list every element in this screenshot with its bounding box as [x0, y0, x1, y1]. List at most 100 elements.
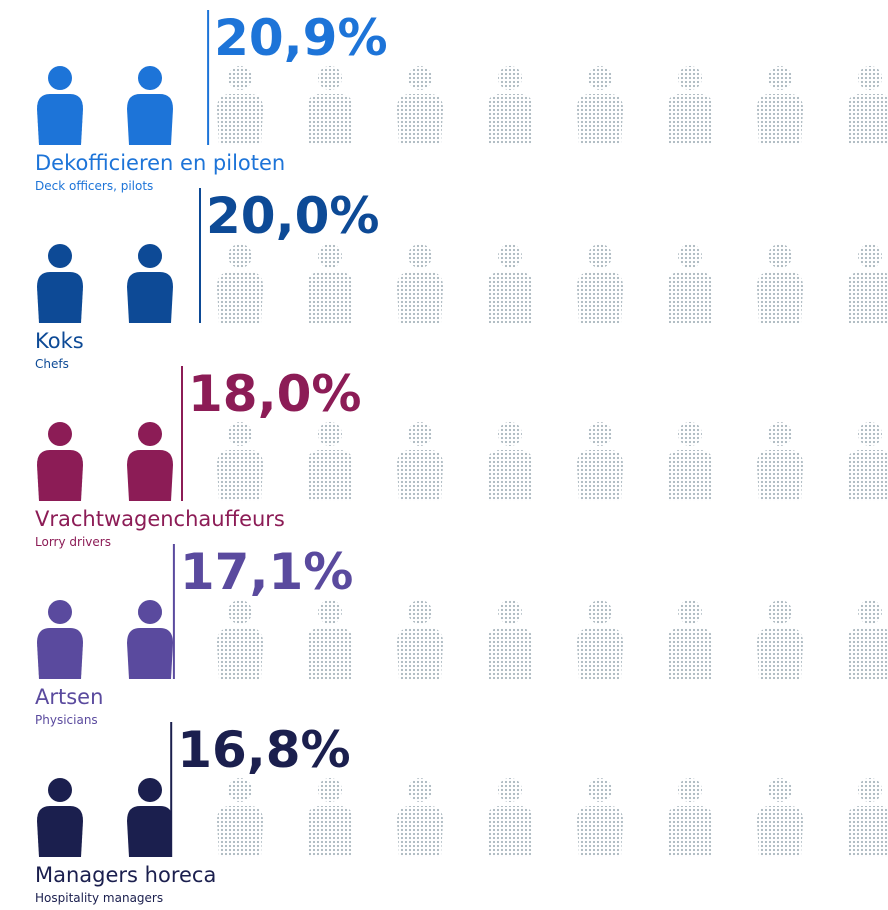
- icon-head: [228, 244, 252, 268]
- icon-body: [577, 272, 623, 323]
- icon-head: [48, 422, 72, 446]
- icon-head: [678, 600, 702, 624]
- icon-body: [127, 806, 172, 857]
- icon-head: [588, 778, 612, 802]
- icon-body: [37, 806, 83, 857]
- icon-head: [408, 422, 432, 446]
- icon-body: [37, 272, 83, 323]
- icon-row-filled: [37, 244, 173, 323]
- icon-body: [397, 94, 443, 145]
- icon-head: [498, 422, 522, 446]
- icon-body: [217, 628, 263, 679]
- icon-body: [847, 806, 888, 857]
- icon-body: [487, 94, 533, 145]
- icon-head: [228, 422, 252, 446]
- icon-head: [138, 422, 162, 446]
- icon-head: [48, 600, 72, 624]
- icon-head: [228, 66, 252, 90]
- icon-body: [757, 272, 803, 323]
- icon-body: [667, 628, 713, 679]
- value-label: 18,0%: [188, 365, 361, 423]
- icon-body: [577, 94, 623, 145]
- icon-body: [397, 806, 443, 857]
- category-label: Vrachtwagenchauffeurs: [35, 507, 285, 531]
- icon-body: [487, 628, 533, 679]
- icon-body: [757, 450, 803, 501]
- icon-body: [217, 272, 263, 323]
- icon-body: [487, 272, 533, 323]
- icon-head: [498, 244, 522, 268]
- icon-head: [138, 244, 162, 268]
- icon-body: [307, 628, 353, 679]
- icon-body: [577, 450, 623, 501]
- icon-head: [588, 66, 612, 90]
- icon-head: [588, 244, 612, 268]
- icon-body: [577, 628, 623, 679]
- icon-head: [408, 66, 432, 90]
- subcategory-label: Physicians: [35, 713, 98, 727]
- icon-head: [858, 422, 882, 446]
- icon-body: [127, 628, 173, 679]
- icon-head: [408, 600, 432, 624]
- icon-head: [318, 244, 342, 268]
- value-label: 20,9%: [214, 9, 387, 67]
- icon-body: [397, 272, 443, 323]
- icon-head: [768, 66, 792, 90]
- icon-head: [678, 778, 702, 802]
- icon-head: [318, 66, 342, 90]
- icon-body: [847, 94, 888, 145]
- category-label: Koks: [35, 329, 84, 353]
- icon-head: [138, 66, 162, 90]
- icon-body: [37, 628, 83, 679]
- icon-head: [498, 600, 522, 624]
- icon-body: [397, 628, 443, 679]
- icon-body: [397, 450, 443, 501]
- subcategory-label: Lorry drivers: [35, 535, 111, 549]
- icon-body: [307, 272, 353, 323]
- icon-body: [487, 450, 533, 501]
- icon-head: [858, 244, 882, 268]
- icon-row-filled: [37, 778, 172, 857]
- icon-head: [768, 778, 792, 802]
- subcategory-label: Hospitality managers: [35, 891, 163, 905]
- icon-body: [667, 806, 713, 857]
- icon-head: [228, 600, 252, 624]
- icon-head: [138, 778, 162, 802]
- icon-body: [217, 94, 263, 145]
- icon-row-filled: [37, 600, 173, 679]
- icon-body: [667, 94, 713, 145]
- subcategory-label: Deck officers, pilots: [35, 179, 153, 193]
- icon-head: [588, 600, 612, 624]
- icon-head: [588, 422, 612, 446]
- icon-row-filled: [37, 422, 173, 501]
- icon-head: [408, 778, 432, 802]
- icon-body: [757, 94, 803, 145]
- icon-head: [228, 778, 252, 802]
- icon-head: [858, 66, 882, 90]
- value-label: 20,0%: [206, 187, 379, 245]
- icon-body: [217, 450, 263, 501]
- value-label: 16,8%: [177, 721, 350, 779]
- icon-body: [847, 628, 888, 679]
- icon-body: [127, 450, 173, 501]
- icon-head: [768, 422, 792, 446]
- icon-head: [48, 244, 72, 268]
- icon-body: [217, 806, 263, 857]
- icon-body: [127, 272, 173, 323]
- icon-body: [667, 272, 713, 323]
- category-label: Managers horeca: [35, 863, 216, 887]
- icon-head: [678, 422, 702, 446]
- value-label: 17,1%: [180, 543, 353, 601]
- icon-head: [768, 600, 792, 624]
- icon-row-filled: [37, 66, 173, 145]
- category-label: Artsen: [35, 685, 103, 709]
- icon-head: [858, 778, 882, 802]
- icon-body: [757, 806, 803, 857]
- icon-head: [498, 66, 522, 90]
- icon-body: [847, 450, 888, 501]
- icon-body: [757, 628, 803, 679]
- icon-head: [768, 244, 792, 268]
- subcategory-label: Chefs: [35, 357, 69, 371]
- icon-head: [858, 600, 882, 624]
